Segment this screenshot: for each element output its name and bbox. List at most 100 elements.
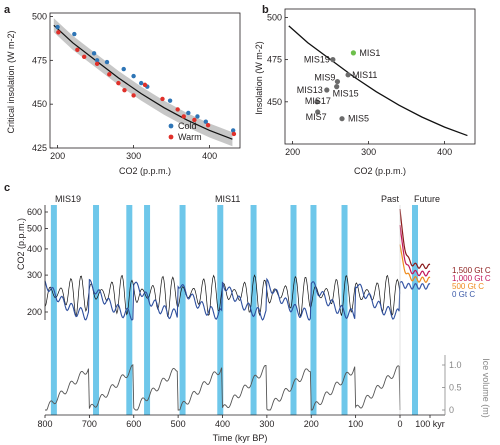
interglacial-band-future xyxy=(412,205,418,415)
future-legend-label-0: 1,500 Gt C xyxy=(452,266,491,275)
panel-b-label-mis17: MIS17 xyxy=(305,96,331,106)
panel-a-cold-point-6 xyxy=(131,73,136,79)
panel-b-label-mis13: MIS13 xyxy=(297,85,323,95)
annotation-mis11: MIS11 xyxy=(215,194,240,204)
panel-c-co2-tick-label-0: 200 xyxy=(27,307,42,317)
panel-c-co2-tick-label-2: 400 xyxy=(27,244,42,254)
panel-a-cold-point-12 xyxy=(203,119,208,124)
panel-a-cold-point-11 xyxy=(195,114,200,119)
panel-b-ylabel: Insolation (W m-2) xyxy=(254,41,264,115)
future-scenario-line-0 xyxy=(399,208,431,270)
panel-c-xtick-label-7: 100 xyxy=(348,419,363,429)
panel-a-ytick-label-1: 450 xyxy=(32,99,47,109)
panel-c-ice-tick-label-1: 0.5 xyxy=(449,383,462,393)
annotation-future: Future xyxy=(414,194,440,204)
panel-a-cold-point-3 xyxy=(94,58,100,63)
legend-warm-label: Warm xyxy=(178,132,202,142)
interglacial-band-0 xyxy=(50,205,57,415)
panel-a-ytick-label-2: 475 xyxy=(32,55,47,65)
panel-a-xtick-label-2: 400 xyxy=(202,151,217,161)
panel-a-cold-point-4 xyxy=(104,59,110,65)
panel-a-cold-point-0 xyxy=(55,24,60,30)
future-legend-label-2: 500 Gt C xyxy=(452,282,484,291)
interglacial-band-7 xyxy=(290,205,297,415)
future-scenario-line-1 xyxy=(399,224,431,277)
panel-b-label-mis1: MIS1 xyxy=(359,48,380,58)
panel-c-xtick-label-0: 800 xyxy=(37,419,52,429)
panel-c-ylabel-top: CO2 (p.p.m.) xyxy=(16,218,26,270)
panel-a-cold-point-7 xyxy=(139,80,144,86)
panel-c-xtick-label-future: 100 kyr xyxy=(415,419,445,429)
interglacial-band-9 xyxy=(341,205,348,415)
panel-b-label-mis5: MIS5 xyxy=(348,114,369,124)
panel-a-warm-point-11 xyxy=(181,114,186,119)
panel-a-warm-point-14 xyxy=(231,131,237,137)
panel-a-warm-point-6 xyxy=(122,87,127,93)
panel-a-ytick-label-3: 500 xyxy=(32,12,47,22)
panel-b-ytick-label-2: 500 xyxy=(267,12,282,22)
panel-b-label-mis9: MIS9 xyxy=(314,73,335,83)
interglacial-band-2 xyxy=(126,205,133,415)
panel-a-cold-point-5 xyxy=(121,66,126,72)
panel-c-xtick-label-3: 500 xyxy=(171,419,186,429)
legend-warm-marker xyxy=(168,134,174,140)
future-legend-label-1: 1,000 Gt C xyxy=(452,274,491,283)
panel-b-label-mis19: MIS19 xyxy=(304,55,330,65)
panel-a-cold-point-10 xyxy=(186,110,191,116)
annotation-past: Past xyxy=(381,194,400,204)
panel-b-label-mis15: MIS15 xyxy=(333,89,359,99)
panel-a-warm-point-8 xyxy=(142,82,148,88)
panel-a-cold-point-2 xyxy=(91,51,97,56)
panel-b-xtick-label-1: 300 xyxy=(361,147,376,157)
panel-c-co2-tick-label-1: 300 xyxy=(27,270,42,280)
panel-b-label-mis11: MIS11 xyxy=(352,70,377,80)
panel-a-warm-point-13 xyxy=(205,123,211,128)
panel-b-point-mis1 xyxy=(350,50,356,56)
panel-c-xtick-label-6: 200 xyxy=(304,419,319,429)
panel-a-warm-point-7 xyxy=(131,93,136,98)
panel-a-xtick-label-1: 300 xyxy=(126,151,141,161)
panel-a-cold-point-1 xyxy=(72,31,77,37)
future-scenario-line-2 xyxy=(399,244,431,284)
panel-a-cold-point-13 xyxy=(230,128,236,133)
panel-b-point-mis17 xyxy=(314,99,320,105)
panel-a-warm-point-3 xyxy=(94,61,100,67)
panel-a-frame xyxy=(49,12,241,149)
panel-b-point-mis7 xyxy=(315,109,321,115)
ice-volume-line xyxy=(45,364,401,411)
panel-c-ylabel-bottom: Ice volume (m) xyxy=(481,358,491,418)
legend-cold-marker xyxy=(168,123,174,129)
panel-c: c 800 700 600 500 400 300 200 100 0 100 kyr 200 300… xyxy=(4,182,491,443)
panel-a-warm-point-12 xyxy=(192,117,197,123)
panel-a: a 200 300 400 425 450 475 500 CO2 (p.p.m.) Cri… xyxy=(4,4,241,176)
panel-a-legend: Cold Warm xyxy=(168,121,202,142)
panel-c-ice-tick-label-0: 0 xyxy=(449,405,454,415)
panel-a-fit-line xyxy=(53,24,233,140)
panel-c-co2-tick-label-4: 600 xyxy=(27,207,42,217)
interglacial-band-5 xyxy=(217,205,224,415)
panel-a-xlabel: CO2 (p.p.m.) xyxy=(119,166,171,176)
panel-b-point-mis15 xyxy=(334,84,340,90)
interglacial-band-3 xyxy=(144,205,151,415)
panel-b-boundary-line xyxy=(288,25,468,137)
panel-a-warm-point-4 xyxy=(107,72,112,77)
panel-c-xtick-label-5: 300 xyxy=(259,419,274,429)
panel-a-letter: a xyxy=(4,4,11,16)
co2-record-line xyxy=(44,277,401,321)
panel-c-letter: c xyxy=(4,182,10,194)
panel-c-xtick-label-2: 600 xyxy=(126,419,141,429)
panel-b-point-mis11 xyxy=(345,72,351,78)
interglacial-band-1 xyxy=(93,205,100,415)
panel-a-warm-point-2 xyxy=(82,54,87,60)
future-scenario-line-3 xyxy=(399,280,431,290)
panel-c-xtick-label-4: 400 xyxy=(215,419,230,429)
panel-b-point-mis19 xyxy=(330,57,336,63)
panel-a-warm-point-5 xyxy=(116,80,121,86)
panel-b-point-mis9 xyxy=(334,78,341,85)
panel-c-xtick-label-1: 700 xyxy=(82,419,97,429)
panel-a-cold-point-9 xyxy=(167,98,173,103)
panel-a-warm-point-1 xyxy=(75,47,80,53)
panel-a-warm-point-9 xyxy=(160,96,165,102)
